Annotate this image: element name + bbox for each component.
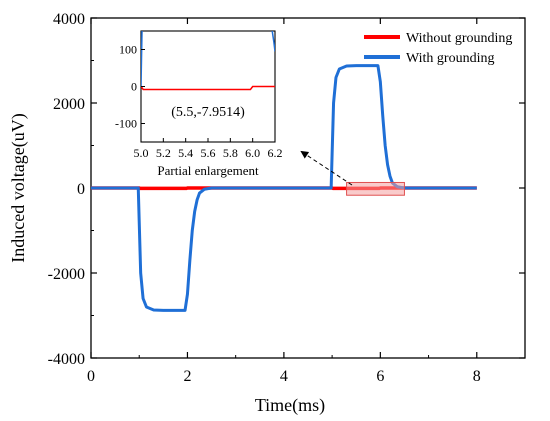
y-axis-title: Induced voltage(uV) — [8, 113, 29, 262]
legend: Without grounding With grounding — [364, 31, 512, 66]
series-line-with-grounding — [91, 64, 477, 312]
y-tick-label: -2000 — [48, 266, 85, 283]
inset-x-tick-label: 5.2 — [156, 146, 171, 160]
inset-line-without-grounding — [141, 85, 275, 91]
inset-y-tick-label: -100 — [115, 117, 137, 131]
inset-line-with-grounding-rise — [141, 31, 143, 87]
inset-x-tick-label: 5.0 — [134, 146, 149, 160]
inset-x-tick-label: 6.0 — [245, 146, 260, 160]
y-tick-label: 4000 — [53, 11, 85, 28]
legend-label-without-grounding: Without grounding — [406, 31, 512, 46]
inset-x-tick-label: 5.8 — [223, 146, 238, 160]
x-axis-ticks: 0 2 4 6 8 — [87, 18, 481, 385]
zoom-arrow — [300, 150, 353, 186]
inset-x-axis-title: Partial enlargement — [157, 163, 259, 178]
x-tick-label: 0 — [87, 368, 95, 385]
inset-x-tick-label: 5.6 — [201, 146, 216, 160]
y-tick-label: 2000 — [53, 96, 85, 113]
x-tick-label: 4 — [280, 368, 288, 385]
inset-clip-group — [141, 31, 275, 91]
x-axis-title: Time(ms) — [255, 395, 325, 416]
inset-annotation: (5.5,-7.9514) — [171, 105, 245, 120]
inset-y-axis-ticks: -100 0 100 — [115, 43, 145, 131]
inset-x-tick-label: 6.2 — [268, 146, 283, 160]
legend-label-with-grounding: With grounding — [406, 51, 494, 66]
inset-y-tick-label: 0 — [131, 80, 137, 94]
y-tick-label: -4000 — [48, 351, 85, 368]
x-tick-label: 6 — [376, 368, 384, 385]
inset-chart: 5.0 5.2 5.4 5.6 5.8 6.0 6.2 -100 0 100 (5.5,-7.9… — [115, 30, 283, 178]
x-tick-label: 2 — [183, 368, 191, 385]
inset-x-tick-label: 5.4 — [178, 146, 193, 160]
inset-series-layer — [141, 31, 275, 91]
x-tick-label: 8 — [473, 368, 481, 385]
inset-line-with-grounding-fall — [271, 31, 275, 52]
highlight-region — [346, 181, 405, 196]
y-axis-ticks: -4000 -2000 0 2000 4000 — [48, 11, 525, 368]
inset-x-axis-ticks: 5.0 5.2 5.4 5.6 5.8 6.0 6.2 — [134, 138, 283, 160]
inset-y-tick-label: 100 — [119, 43, 137, 57]
y-tick-label: 0 — [77, 181, 85, 198]
